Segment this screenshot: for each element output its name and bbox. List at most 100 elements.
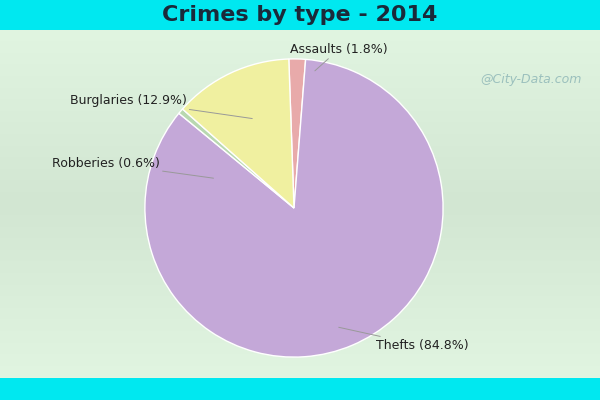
Bar <box>0 228 600 230</box>
Bar <box>0 226 600 228</box>
Bar <box>0 324 600 326</box>
Bar <box>0 340 600 341</box>
Bar <box>0 44 600 46</box>
Bar <box>0 58 600 60</box>
Bar <box>0 58 600 59</box>
Bar <box>0 176 600 178</box>
Bar <box>0 42 600 44</box>
Bar <box>0 108 600 110</box>
Bar <box>0 322 600 323</box>
Bar <box>0 72 600 73</box>
Bar <box>0 278 600 280</box>
Bar <box>0 182 600 184</box>
Bar <box>0 306 600 308</box>
Bar <box>0 264 600 266</box>
Bar <box>0 244 600 245</box>
Wedge shape <box>289 59 305 208</box>
Bar <box>0 238 600 239</box>
Bar <box>0 104 600 106</box>
Bar <box>0 302 600 304</box>
Bar <box>0 184 600 185</box>
Bar <box>0 146 600 148</box>
Bar <box>0 140 600 141</box>
Bar <box>0 200 600 202</box>
Bar <box>0 328 600 329</box>
Bar <box>0 68 600 69</box>
Bar <box>0 220 600 221</box>
Bar <box>0 110 600 112</box>
Bar <box>0 90 600 91</box>
Bar <box>0 280 600 282</box>
Bar <box>0 154 600 155</box>
Bar <box>0 74 600 75</box>
Bar <box>0 216 600 217</box>
Bar <box>0 116 600 118</box>
Bar <box>0 94 600 95</box>
Bar <box>0 260 600 262</box>
Bar <box>0 140 600 142</box>
Bar <box>0 122 600 123</box>
Bar <box>0 368 600 369</box>
Bar <box>0 268 600 270</box>
Bar <box>0 92 600 94</box>
Bar <box>0 118 600 119</box>
Bar <box>0 46 600 48</box>
Bar <box>0 0 600 30</box>
Bar <box>0 364 600 365</box>
Bar <box>0 368 600 370</box>
Bar <box>0 202 600 203</box>
Bar <box>0 286 600 287</box>
Bar <box>0 304 600 305</box>
Bar <box>0 78 600 79</box>
Bar <box>0 330 600 332</box>
Bar <box>0 136 600 137</box>
Bar <box>0 356 600 357</box>
Bar <box>0 342 600 343</box>
Bar <box>0 252 600 254</box>
Bar <box>0 204 600 206</box>
Bar <box>0 210 600 211</box>
Bar <box>0 166 600 168</box>
Bar <box>0 76 600 77</box>
Bar <box>0 326 600 328</box>
Bar <box>0 128 600 130</box>
Bar <box>0 156 600 158</box>
Bar <box>0 66 600 67</box>
Bar <box>0 68 600 70</box>
Bar <box>0 240 600 241</box>
Bar <box>0 152 600 153</box>
Bar <box>0 272 600 274</box>
Bar <box>0 70 600 72</box>
Bar <box>0 360 600 362</box>
Bar <box>0 150 600 152</box>
Bar <box>0 346 600 348</box>
Bar <box>0 378 600 400</box>
Bar <box>0 270 600 271</box>
Bar <box>0 264 600 265</box>
Bar <box>0 120 600 121</box>
Bar <box>0 180 600 182</box>
Bar <box>0 168 600 169</box>
Bar <box>0 154 600 156</box>
Bar <box>0 284 600 285</box>
Bar <box>0 210 600 212</box>
Bar <box>0 146 600 147</box>
Bar <box>0 246 600 248</box>
Bar <box>0 308 600 309</box>
Bar <box>0 292 600 293</box>
Bar <box>0 136 600 138</box>
Bar <box>0 262 600 264</box>
Wedge shape <box>182 59 294 208</box>
Bar <box>0 334 600 336</box>
Bar <box>0 184 600 186</box>
Bar <box>0 336 600 338</box>
Bar <box>0 314 600 316</box>
Bar <box>0 88 600 89</box>
Bar <box>0 80 600 81</box>
Bar <box>0 348 600 349</box>
Bar <box>0 54 600 55</box>
Bar <box>0 258 600 260</box>
Bar <box>0 170 600 171</box>
Wedge shape <box>179 109 294 208</box>
Bar <box>0 318 600 319</box>
